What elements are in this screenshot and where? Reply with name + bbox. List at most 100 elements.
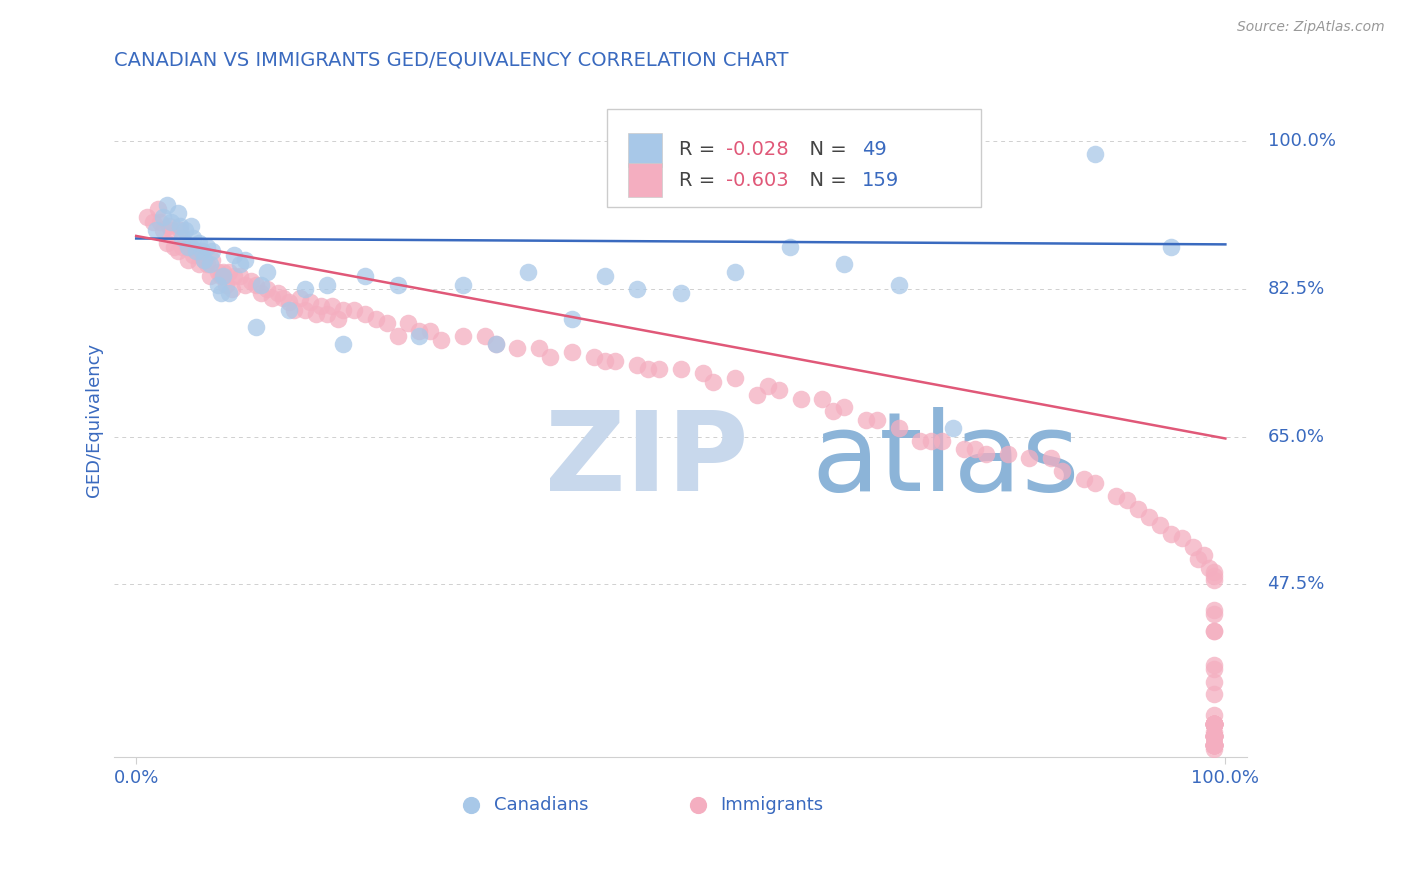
Point	[166, 244, 188, 259]
Point	[332, 337, 354, 351]
Point	[789, 392, 811, 406]
Text: CANADIAN VS IMMIGRANTS GED/EQUIVALENCY CORRELATION CHART: CANADIAN VS IMMIGRANTS GED/EQUIVALENCY C…	[114, 51, 789, 70]
Point	[245, 277, 267, 292]
Point	[1204, 738, 1226, 752]
Point	[1204, 624, 1226, 638]
Point	[152, 211, 174, 225]
Point	[1187, 552, 1209, 566]
Point	[209, 286, 232, 301]
Point	[156, 198, 179, 212]
Point	[1204, 607, 1226, 621]
Point	[561, 311, 583, 326]
Point	[277, 294, 299, 309]
Point	[1204, 716, 1226, 731]
Point	[332, 303, 354, 318]
Text: 82.5%: 82.5%	[1268, 280, 1324, 298]
Point	[1204, 738, 1226, 752]
Point	[184, 244, 207, 259]
Point	[1204, 674, 1226, 689]
Point	[157, 219, 180, 233]
Point	[195, 240, 218, 254]
Point	[1204, 565, 1226, 579]
Point	[375, 316, 398, 330]
Point	[1204, 716, 1226, 731]
Point	[354, 307, 377, 321]
Point	[180, 219, 202, 233]
Point	[745, 387, 768, 401]
Text: atlas: atlas	[811, 407, 1080, 514]
Point	[160, 223, 183, 237]
Point	[910, 434, 932, 448]
Point	[724, 370, 747, 384]
Point	[294, 303, 316, 318]
Point	[887, 277, 910, 292]
Point	[593, 269, 616, 284]
Text: R =: R =	[679, 170, 718, 190]
Point	[1137, 510, 1160, 524]
Point	[582, 350, 605, 364]
Point	[233, 277, 256, 292]
Text: Canadians: Canadians	[494, 796, 588, 814]
Point	[149, 214, 172, 228]
Point	[180, 240, 202, 254]
Point	[174, 223, 197, 237]
Point	[1204, 742, 1226, 756]
Point	[288, 291, 311, 305]
Point	[145, 223, 167, 237]
Point	[702, 375, 724, 389]
Point	[224, 269, 246, 284]
Point	[1181, 540, 1204, 554]
Text: -0.603: -0.603	[725, 170, 789, 190]
Point	[997, 447, 1019, 461]
Point	[1204, 716, 1226, 731]
Point	[177, 240, 200, 254]
Point	[1204, 716, 1226, 731]
Point	[294, 282, 316, 296]
Point	[177, 252, 200, 267]
Point	[408, 324, 430, 338]
Point	[626, 358, 648, 372]
Point	[1204, 738, 1226, 752]
Point	[538, 350, 561, 364]
Point	[201, 252, 224, 267]
Point	[387, 328, 409, 343]
Point	[974, 447, 997, 461]
Point	[188, 257, 211, 271]
Point	[1204, 624, 1226, 638]
Point	[250, 277, 273, 292]
Point	[1128, 501, 1150, 516]
Point	[1204, 687, 1226, 701]
Point	[271, 291, 294, 305]
Point	[146, 202, 169, 216]
Point	[207, 277, 229, 292]
Point	[1105, 489, 1128, 503]
Point	[1204, 738, 1226, 752]
Point	[207, 265, 229, 279]
Point	[866, 413, 889, 427]
Point	[184, 244, 207, 259]
Point	[920, 434, 942, 448]
Point	[430, 333, 453, 347]
Point	[218, 286, 240, 301]
Point	[669, 286, 692, 301]
Point	[1198, 560, 1220, 574]
Point	[953, 442, 976, 457]
Point	[166, 206, 188, 220]
Text: N =: N =	[797, 140, 851, 160]
Text: 49: 49	[862, 140, 887, 160]
Point	[212, 269, 235, 284]
Point	[1204, 738, 1226, 752]
Point	[669, 362, 692, 376]
Point	[1204, 574, 1226, 588]
Point	[250, 286, 273, 301]
Point	[311, 299, 333, 313]
Point	[756, 379, 779, 393]
Point	[561, 345, 583, 359]
Point	[832, 401, 855, 415]
Point	[931, 434, 953, 448]
Point	[190, 244, 212, 259]
Point	[262, 291, 284, 305]
Point	[1204, 662, 1226, 676]
Point	[419, 324, 441, 338]
Point	[1204, 569, 1226, 583]
